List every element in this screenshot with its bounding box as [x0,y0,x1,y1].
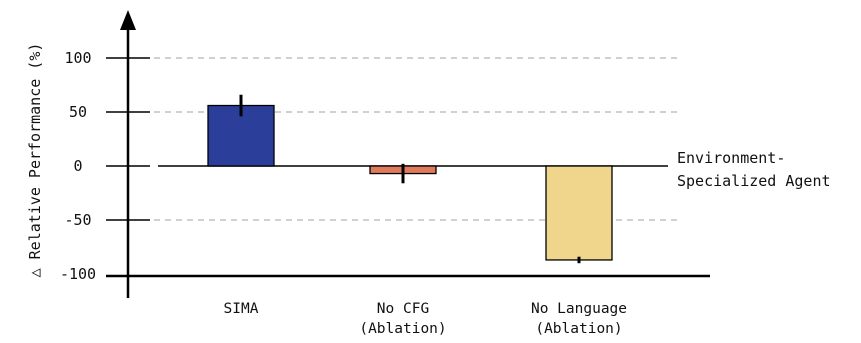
reference-line-label-line1: Environment- [677,149,785,167]
axes [106,10,710,298]
y-tick-label-3: -50 [64,211,91,229]
y-axis-arrow [120,10,136,30]
category-sublabel-2: (Ablation) [535,321,622,337]
y-tick-label-2: 0 [73,157,82,175]
bar-2 [545,165,613,261]
labels: △ Relative Performance (%) Environment- … [26,43,831,337]
y-tick-label-0: 100 [64,49,91,67]
category-sublabel-1: (Ablation) [359,321,446,337]
bars [207,94,613,264]
y-axis-title: △ Relative Performance (%) [26,43,44,278]
category-label-1: No CFG [377,301,429,317]
category-label-2: No Language [531,301,627,317]
category-label-0: SIMA [224,301,259,317]
y-tick-label-1: 50 [69,103,87,121]
reference-line-label-line2: Specialized Agent [677,172,831,190]
y-tick-label-4: -100 [60,265,96,283]
